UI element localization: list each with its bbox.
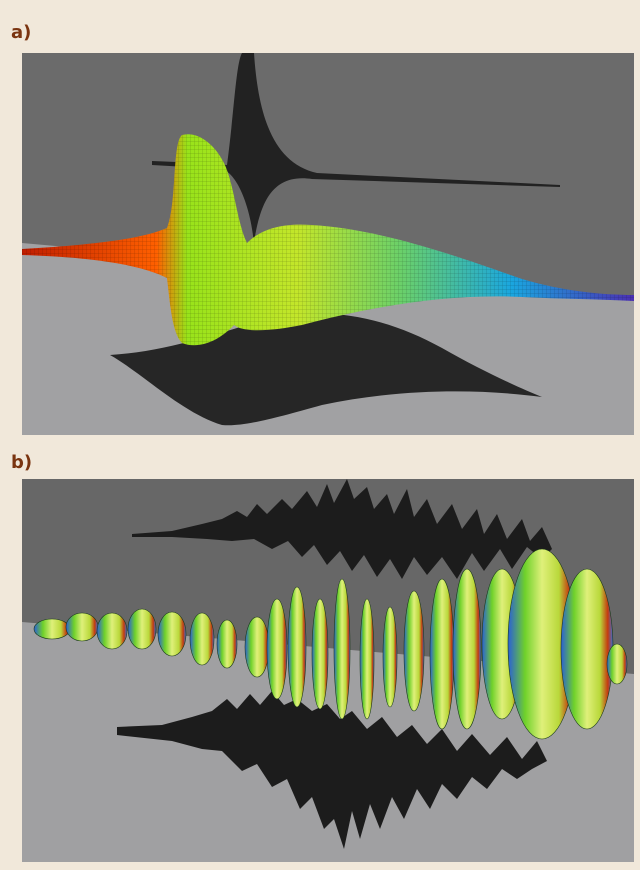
- panel-a-image: [22, 53, 634, 435]
- panel-a-label: a): [11, 22, 32, 43]
- wave-packet-render-b: [22, 479, 634, 862]
- panel-b-image: [22, 479, 634, 862]
- wave-packet-render-a: [22, 53, 634, 435]
- panel-b-label: b): [11, 452, 33, 473]
